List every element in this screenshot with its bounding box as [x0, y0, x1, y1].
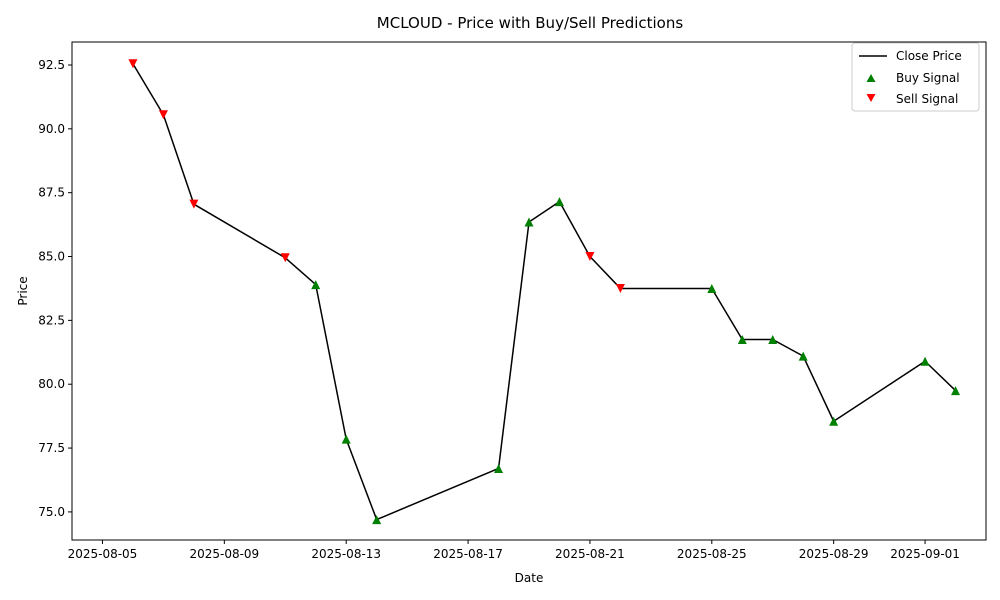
- plot-frame: [71, 41, 987, 541]
- legend-close-price-label: Close Price: [896, 49, 962, 63]
- sell-signal-marker: [280, 253, 290, 263]
- buy-signal-marker: [951, 386, 961, 396]
- plot-area: [71, 41, 987, 541]
- legend-buy-signal-label: Buy Signal: [896, 71, 960, 85]
- legend-sell-signal-swatch: [866, 94, 876, 102]
- buy-signal-marker: [707, 283, 717, 293]
- chart-title: MCLOUD - Price with Buy/Sell Predictions: [377, 14, 684, 32]
- y-tick-label: 80.0: [38, 377, 65, 391]
- x-tick-label: 2025-08-17: [433, 547, 503, 561]
- y-tick-label: 92.5: [38, 58, 65, 72]
- x-axis: 2025-08-05 2025-08-09 2025-08-13 2025-08-17…: [68, 540, 960, 561]
- buy-signal-marker: [524, 217, 534, 227]
- legend: Close Price Buy Signal Sell Signal: [851, 42, 980, 112]
- buy-signal-marker: [554, 197, 564, 207]
- legend-box: [851, 42, 980, 112]
- y-tick-label: 77.5: [38, 441, 65, 455]
- series-layer: [128, 59, 961, 525]
- y-axis: 75.0 77.5 80.0 82.5 85.0 87.5 90.0 92.5: [38, 58, 72, 519]
- sell-signal-marker: [615, 283, 625, 293]
- y-axis-label: Price: [16, 276, 30, 305]
- plot-background: [72, 42, 986, 540]
- x-axis-label: Date: [515, 571, 544, 585]
- x-tick-label: 2025-08-09: [189, 547, 259, 561]
- buy-signal-marker: [798, 351, 808, 361]
- buy-signal-marker: [372, 515, 382, 525]
- buy-signal-marker: [829, 416, 839, 426]
- buy-signal-marker: [311, 280, 321, 290]
- x-tick-label: 2025-08-13: [311, 547, 381, 561]
- x-tick-label: 2025-09-01: [890, 547, 960, 561]
- buy-signal-marker: [341, 434, 351, 444]
- y-tick-label: 87.5: [38, 186, 65, 200]
- sell-signal-marker: [585, 252, 595, 262]
- y-tick-label: 82.5: [38, 313, 65, 327]
- sell-signal-marker: [189, 199, 199, 209]
- sell-signal-marker: [158, 110, 168, 120]
- buy-signal-marker: [920, 356, 930, 366]
- legend-sell-signal-label: Sell Signal: [896, 92, 958, 106]
- y-tick-label: 90.0: [38, 122, 65, 136]
- x-tick-label: 2025-08-05: [68, 547, 138, 561]
- x-tick-label: 2025-08-21: [555, 547, 625, 561]
- buy-signal-marker: [768, 335, 778, 345]
- sell-signal-marker: [128, 59, 138, 69]
- legend-buy-signal-swatch: [866, 74, 876, 82]
- buy-signal-marker: [494, 463, 504, 473]
- x-tick-label: 2025-08-25: [677, 547, 747, 561]
- y-tick-label: 85.0: [38, 250, 65, 264]
- buy-signal-marker: [737, 335, 747, 345]
- y-tick-label: 75.0: [38, 505, 65, 519]
- x-tick-label: 2025-08-29: [799, 547, 869, 561]
